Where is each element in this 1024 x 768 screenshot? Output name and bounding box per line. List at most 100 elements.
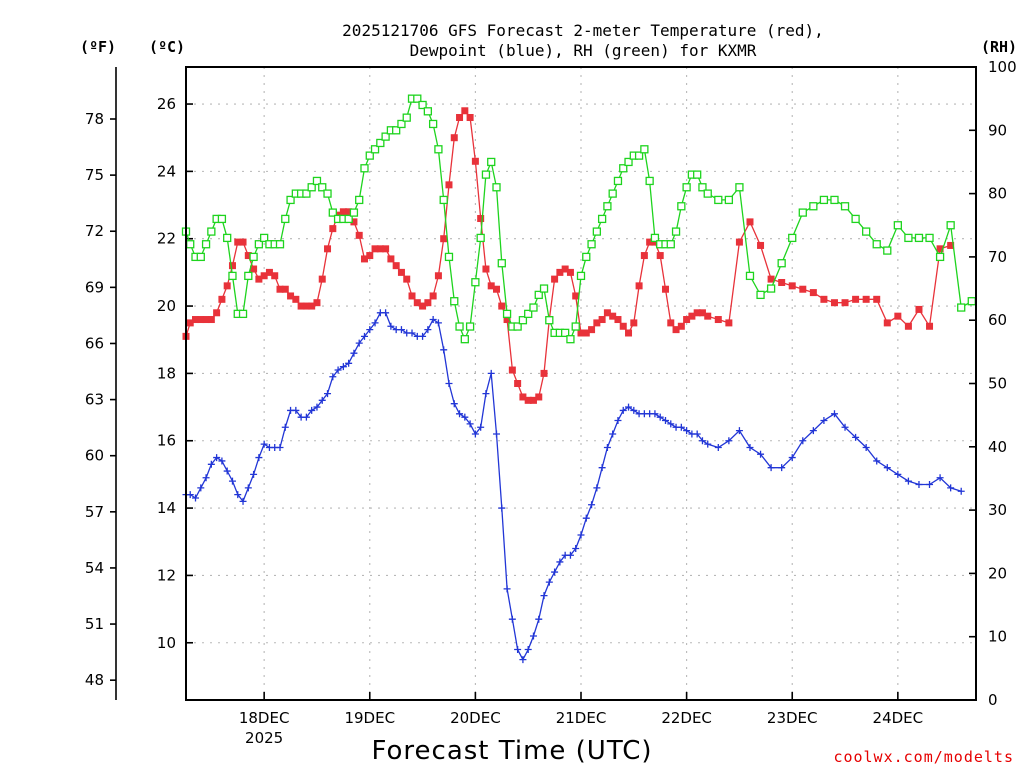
- rh-point: [518, 316, 528, 325]
- x-tick-label: 19DEC: [344, 709, 395, 727]
- rh-point: [677, 202, 686, 211]
- dewpoint-point: [450, 400, 458, 408]
- rh-point: [650, 233, 660, 243]
- temperature-point: [904, 322, 912, 330]
- dewpoint-line: [186, 312, 962, 661]
- dewpoint-point: [852, 433, 860, 441]
- plot-frame: [185, 66, 977, 701]
- temperature-point: [809, 289, 817, 297]
- temperature-point: [661, 285, 669, 293]
- temperature-point: [714, 316, 722, 324]
- temperature-point: [397, 268, 405, 276]
- dewpoint-point: [218, 457, 226, 465]
- temperature-point: [207, 316, 215, 324]
- temperature-point: [572, 292, 580, 300]
- dewpoint-point: [683, 427, 691, 435]
- rh-tick-label: 90: [988, 121, 1007, 139]
- temperature-point: [915, 305, 923, 313]
- temperature-point: [413, 299, 421, 307]
- temperature-point: [519, 393, 527, 401]
- celsius-tick-label: 10: [157, 634, 176, 652]
- dewpoint-point: [862, 443, 870, 451]
- temperature-point: [308, 302, 316, 310]
- rh-point: [434, 145, 443, 154]
- temperature-point: [382, 245, 390, 253]
- dewpoint-point: [588, 501, 596, 509]
- temperature-point: [873, 295, 881, 303]
- temperature-point: [667, 319, 675, 327]
- celsius-tick-label: 22: [157, 230, 176, 248]
- fahrenheit-tick-label: 66: [85, 334, 104, 352]
- temperature-point: [693, 309, 701, 317]
- temperature-point: [482, 265, 490, 273]
- rh-point: [444, 252, 454, 262]
- dewpoint-point: [440, 346, 448, 354]
- temperature-point: [197, 316, 205, 324]
- rh-point: [513, 322, 522, 331]
- dewpoint-point: [725, 437, 733, 445]
- temperature-point: [281, 285, 289, 293]
- temperature-point: [841, 299, 849, 307]
- dewpoint-point: [308, 406, 316, 414]
- dewpoint-point: [841, 423, 849, 431]
- rh-point: [344, 214, 353, 224]
- rh-point: [460, 335, 469, 344]
- rh-point: [254, 240, 264, 249]
- dewpoint-point: [244, 484, 252, 492]
- temperature-point: [625, 329, 633, 337]
- rh-point: [925, 233, 934, 243]
- dewpoint-point: [260, 440, 268, 448]
- temperature-point: [403, 275, 411, 283]
- fahrenheit-tick-label: 72: [85, 222, 104, 240]
- rh-point: [582, 252, 591, 262]
- dewpoint-point: [704, 440, 712, 448]
- rh-point: [671, 227, 681, 236]
- rh-point: [502, 309, 512, 319]
- dewpoint-point: [619, 406, 627, 414]
- rh-point: [207, 227, 216, 236]
- rh-point: [840, 202, 850, 211]
- temperature-point: [345, 208, 353, 216]
- temperature-point: [329, 225, 337, 233]
- temperature-point: [244, 252, 252, 260]
- temperature-point: [894, 312, 902, 320]
- temperature-point: [540, 369, 548, 377]
- dewpoint-point: [482, 390, 490, 398]
- rh-point: [745, 271, 755, 281]
- axes: 48 51 54 57 60 63 66 69 72 75 78 10 12 14 16 18 20 22 24 26…: [85, 58, 1017, 747]
- temperature-point: [651, 238, 659, 246]
- rh-point: [328, 208, 337, 217]
- temperature-point: [535, 393, 543, 401]
- rh-point: [365, 151, 374, 160]
- grid-lines: [186, 67, 976, 700]
- dewpoint-point: [276, 443, 284, 451]
- temperature-point: [830, 299, 838, 307]
- rh-series: [181, 94, 976, 344]
- fahrenheit-tick-label: 75: [85, 166, 104, 184]
- dewpoint-point: [651, 410, 659, 418]
- rh-point: [524, 309, 533, 319]
- dewpoint-point: [551, 568, 559, 576]
- temperature-point: [313, 299, 321, 307]
- rh-point: [703, 189, 712, 198]
- dewpoint-point: [192, 494, 200, 502]
- fahrenheit-tick-label: 48: [85, 671, 104, 689]
- temperature-point: [234, 238, 242, 246]
- temperature-point: [672, 326, 680, 334]
- dewpoint-point: [904, 477, 912, 485]
- rh-point: [402, 113, 411, 122]
- temperature-point: [202, 316, 210, 324]
- temperature-point: [646, 238, 654, 246]
- temperature-point: [287, 292, 295, 300]
- dewpoint-point: [667, 420, 675, 428]
- celsius-tick-label: 26: [157, 95, 176, 113]
- temperature-point: [408, 292, 416, 300]
- temperature-point: [767, 275, 775, 283]
- dewpoint-point: [434, 319, 442, 327]
- dewpoint-point: [223, 467, 231, 475]
- credit-link[interactable]: coolwx.com/modelts: [833, 748, 1014, 766]
- celsius-tick-label: 14: [157, 499, 176, 517]
- x-tick-label: 20DEC: [450, 709, 501, 727]
- rh-point: [381, 132, 390, 141]
- x-tick-label: 22DEC: [661, 709, 712, 727]
